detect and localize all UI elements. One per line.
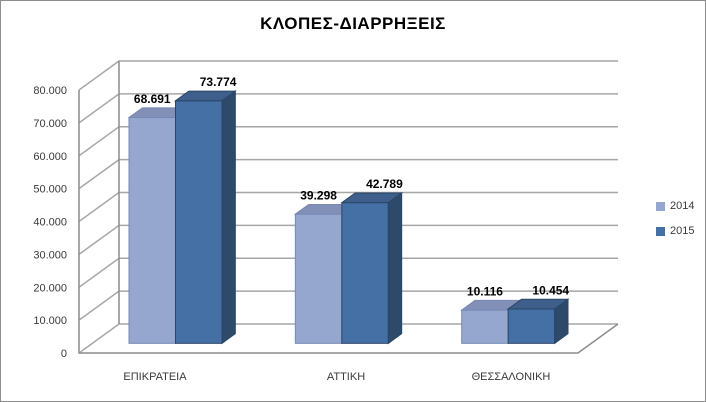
y-tick-label: 70.000 bbox=[33, 118, 67, 130]
x-axis-categories: ΕΠΙΚΡΑΤΕΙΑ ΑΤΤΙΚΗ ΘΕΣΣΑΛΟΝΙΚΗ bbox=[123, 371, 550, 383]
bar-side-face bbox=[554, 298, 569, 345]
bar-front-face bbox=[507, 308, 556, 344]
data-label-2014-cat1: 39.298 bbox=[300, 188, 337, 202]
bar-front-face bbox=[341, 202, 389, 344]
y-tick-label: 40.000 bbox=[33, 217, 67, 229]
bar-2015-cat0 bbox=[173, 90, 237, 345]
y-tick-label: 60.000 bbox=[33, 151, 67, 163]
y-tick-label: 80.000 bbox=[33, 85, 67, 97]
chart-title: ΚΛΟΠΕΣ-ΔΙΑΡΡΗΞΕΙΣ bbox=[260, 14, 446, 33]
data-label-2015-cat1: 42.789 bbox=[366, 177, 403, 191]
legend-label-2014: 2014 bbox=[670, 200, 695, 212]
bar-front-face bbox=[461, 309, 509, 344]
data-label-2015-cat0: 73.774 bbox=[200, 75, 237, 89]
data-labels: 68.691 73.774 39.298 42.789 10.116 10.454 bbox=[134, 75, 570, 298]
bar-front-face bbox=[294, 213, 343, 344]
legend-item-2014: 2014 bbox=[656, 201, 694, 212]
y-axis-ticks: 0 10.000 20.000 30.000 40.000 50.000 60.000 70.… bbox=[33, 85, 67, 360]
legend: 2014 2015 bbox=[656, 201, 694, 237]
bars bbox=[127, 90, 570, 345]
legend-item-2015: 2015 bbox=[656, 226, 694, 237]
bar-side-face bbox=[221, 90, 236, 345]
y-tick-label: 30.000 bbox=[33, 249, 67, 261]
y-tick-label: 50.000 bbox=[33, 184, 67, 196]
bar-2015-cat1 bbox=[340, 192, 404, 345]
legend-swatch-2015 bbox=[656, 227, 665, 236]
bar-side-face bbox=[387, 192, 403, 345]
data-label-2014-cat2: 10.116 bbox=[467, 284, 503, 298]
legend-swatch-2014 bbox=[656, 202, 665, 211]
bar-2015-cat2 bbox=[506, 298, 570, 345]
axis-frame bbox=[78, 90, 619, 354]
data-label-2015-cat2: 10.454 bbox=[532, 283, 569, 297]
walls-and-floor bbox=[78, 61, 619, 354]
y-tick-label: 20.000 bbox=[33, 282, 67, 294]
data-label-2014-cat0: 68.691 bbox=[134, 92, 171, 106]
x-category-label-2: ΘΕΣΣΑΛΟΝΙΚΗ bbox=[472, 371, 551, 383]
legend-label-2015: 2015 bbox=[670, 225, 695, 237]
bar-front-face bbox=[175, 100, 223, 344]
y-tick-label: 0 bbox=[61, 348, 67, 360]
y-tick-label: 10.000 bbox=[33, 315, 67, 327]
bar-front-face bbox=[128, 117, 176, 344]
x-category-label-1: ΑΤΤΙΚΗ bbox=[327, 371, 365, 383]
x-category-label-0: ΕΠΙΚΡΑΤΕΙΑ bbox=[123, 371, 187, 383]
